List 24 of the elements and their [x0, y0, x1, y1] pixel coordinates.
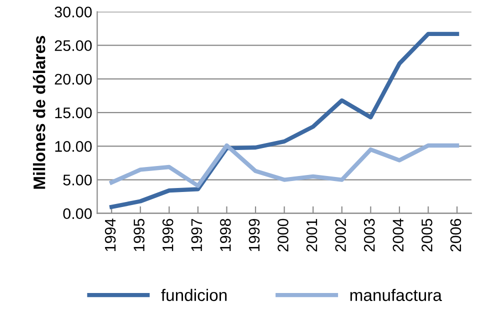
legend-label: fundicion — [161, 288, 227, 302]
x-tick-label: 2004 — [392, 218, 404, 252]
x-tick-label: 1998 — [220, 218, 231, 252]
x-tick-label: 2000 — [278, 218, 288, 252]
x-tick-label: 1996 — [162, 218, 174, 252]
y-tick-label: 20.00 — [54, 74, 92, 85]
legend-label: manufactura — [350, 288, 442, 302]
x-tick-label: 2006 — [450, 218, 462, 252]
x-tick-label: 2002 — [335, 218, 346, 252]
y-tick-label: 5.00 — [63, 174, 92, 186]
y-tick-label: 30.00 — [54, 6, 92, 18]
y-tick-label: 25.00 — [54, 40, 92, 52]
y-axis-title: Millones de dólares — [32, 36, 46, 189]
x-tick-label: 2005 — [422, 218, 432, 252]
x-tick-label: 1994 — [104, 218, 116, 252]
x-tick-label: 2003 — [364, 218, 375, 252]
line-series — [110, 143, 460, 188]
y-tick-label: 0.00 — [63, 208, 92, 220]
y-tick-label: 15.00 — [55, 107, 92, 118]
x-tick-label: 2001 — [306, 218, 318, 252]
y-tick-label: 10.00 — [55, 141, 92, 152]
x-tick-label: 1997 — [191, 218, 202, 252]
x-tick-label: 1995 — [134, 218, 144, 252]
x-tick-label: 1999 — [248, 218, 260, 252]
